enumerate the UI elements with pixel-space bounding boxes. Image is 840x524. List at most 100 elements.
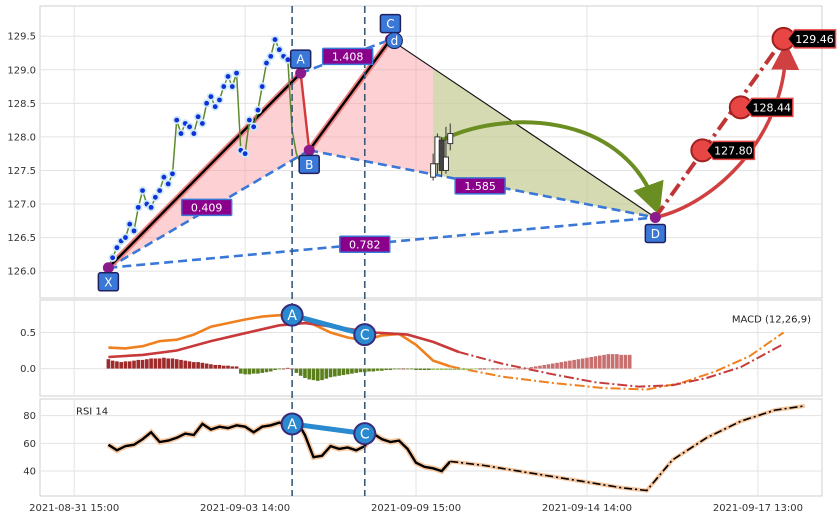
target-label-bg xyxy=(705,140,756,161)
pivot-label-bg xyxy=(644,223,667,244)
macd-histogram-bar xyxy=(174,359,179,369)
macd-histogram-bar xyxy=(559,362,564,369)
macd-histogram-bar xyxy=(251,368,256,374)
price-point xyxy=(208,94,214,100)
macd-histogram-bar xyxy=(157,358,162,369)
macd-histogram-bar xyxy=(555,362,559,369)
macd-histogram-bar xyxy=(610,354,615,369)
price-point xyxy=(191,131,197,136)
macd-histogram-bar xyxy=(260,368,265,373)
ratio-label-bg xyxy=(321,47,374,66)
pivot-label-bg xyxy=(379,13,402,34)
macd-y-tick-label: 0.5 xyxy=(20,328,36,339)
price-point xyxy=(246,117,252,123)
macd-histogram-bar xyxy=(333,368,337,377)
macd-histogram-bar xyxy=(414,368,418,371)
price-point xyxy=(234,70,239,76)
candle-body xyxy=(430,163,437,178)
macd-histogram-bar xyxy=(397,368,401,370)
macd-ac-divergence xyxy=(291,312,366,338)
macd-histogram-bar xyxy=(512,368,517,370)
rsi-ac-divergence xyxy=(291,421,366,437)
price-point xyxy=(187,124,192,130)
price-y-tick-label: 128.0 xyxy=(7,132,36,143)
macd-histogram-bar xyxy=(606,354,611,369)
macd-histogram-bar xyxy=(362,368,367,373)
rsi-line xyxy=(107,418,452,473)
candle-body xyxy=(442,156,449,171)
macd-histogram-bar xyxy=(298,368,303,376)
macd-histogram-bar xyxy=(187,361,192,369)
pivot-a xyxy=(295,67,307,79)
macd-histogram-bar xyxy=(345,368,350,375)
pivot-x xyxy=(102,262,114,274)
price-point xyxy=(131,228,137,234)
inner-d-circle xyxy=(385,32,403,50)
macd-histogram-bar xyxy=(256,368,260,374)
macd-histogram-bar xyxy=(247,368,252,375)
macd-histogram-bar xyxy=(273,368,277,371)
pivot-label-bg xyxy=(289,49,312,69)
macd-histogram-bar xyxy=(469,368,474,370)
price-point xyxy=(174,117,180,123)
rsi-point-label: A xyxy=(287,417,297,433)
macd-histogram-bar xyxy=(388,368,393,371)
macd-histogram-bar xyxy=(192,362,196,369)
macd-histogram-bar xyxy=(491,368,495,370)
macd-histogram-bar xyxy=(324,368,329,379)
macd-histogram-bar xyxy=(226,365,230,369)
macd-histogram-bar xyxy=(627,354,632,369)
macd-histogram-bar xyxy=(619,354,623,369)
macd-histogram-bar xyxy=(200,362,205,369)
xa-leg xyxy=(107,72,302,269)
macd-histogram-bar xyxy=(179,359,183,369)
macd-histogram-bar xyxy=(204,363,209,369)
price-y-tick-label: 129.0 xyxy=(7,65,36,76)
macd-y-tick-label: 0.0 xyxy=(20,364,36,375)
macd-histogram-bar xyxy=(337,368,341,376)
rsi-point-label: C xyxy=(360,427,370,443)
macd-histogram-bar xyxy=(239,368,243,374)
macd-point-c xyxy=(353,323,377,347)
price-point xyxy=(264,60,269,66)
macd-histogram-bar xyxy=(597,355,602,369)
price-point xyxy=(110,255,116,261)
price-point xyxy=(242,151,248,157)
macd-histogram-bar xyxy=(166,358,170,369)
rsi-y-tick-label: 60 xyxy=(23,439,36,450)
macd-histogram-bar xyxy=(499,368,504,370)
x-tick-label: 2021-09-03 14:00 xyxy=(200,503,290,514)
panel-rsi xyxy=(39,398,823,497)
macd-histogram-bar xyxy=(196,362,200,369)
target-label-text: 128.44 xyxy=(753,101,792,114)
target-projection-line xyxy=(653,37,786,219)
rsi-title: RSI 14 xyxy=(76,406,108,417)
macd-histogram-bar xyxy=(307,368,312,380)
ratio-label-bg xyxy=(180,198,233,217)
macd-histogram-bar xyxy=(384,368,388,371)
macd-histogram-bar xyxy=(418,368,423,371)
projection-arrow-green xyxy=(440,120,664,216)
ratio-label: 0.782 xyxy=(349,238,381,251)
price-point xyxy=(148,204,154,210)
macd-title: MACD (12,26,9) xyxy=(732,314,811,325)
macd-histogram-bar xyxy=(529,367,534,369)
macd-histogram-bar xyxy=(290,368,294,370)
price-point xyxy=(259,84,265,89)
macd-histogram-bar xyxy=(422,368,427,371)
target-label: 128.44 xyxy=(743,97,794,118)
candle-body xyxy=(447,133,454,145)
macd-histogram-bar xyxy=(576,359,581,369)
macd-histogram-bar xyxy=(221,365,226,369)
macd-histogram-bar xyxy=(183,360,188,369)
macd-histogram-bar xyxy=(615,354,619,369)
macd-histogram-bar xyxy=(145,359,149,369)
macd-histogram-bar xyxy=(217,364,222,369)
macd-histogram-bar xyxy=(230,366,235,369)
macd-histogram-bar xyxy=(123,361,128,369)
bc-leg xyxy=(308,38,392,152)
macd-histogram-bar xyxy=(268,368,273,372)
macd-histogram-bar xyxy=(486,368,491,370)
macd-histogram-bar xyxy=(115,361,119,369)
price-point xyxy=(178,131,184,136)
